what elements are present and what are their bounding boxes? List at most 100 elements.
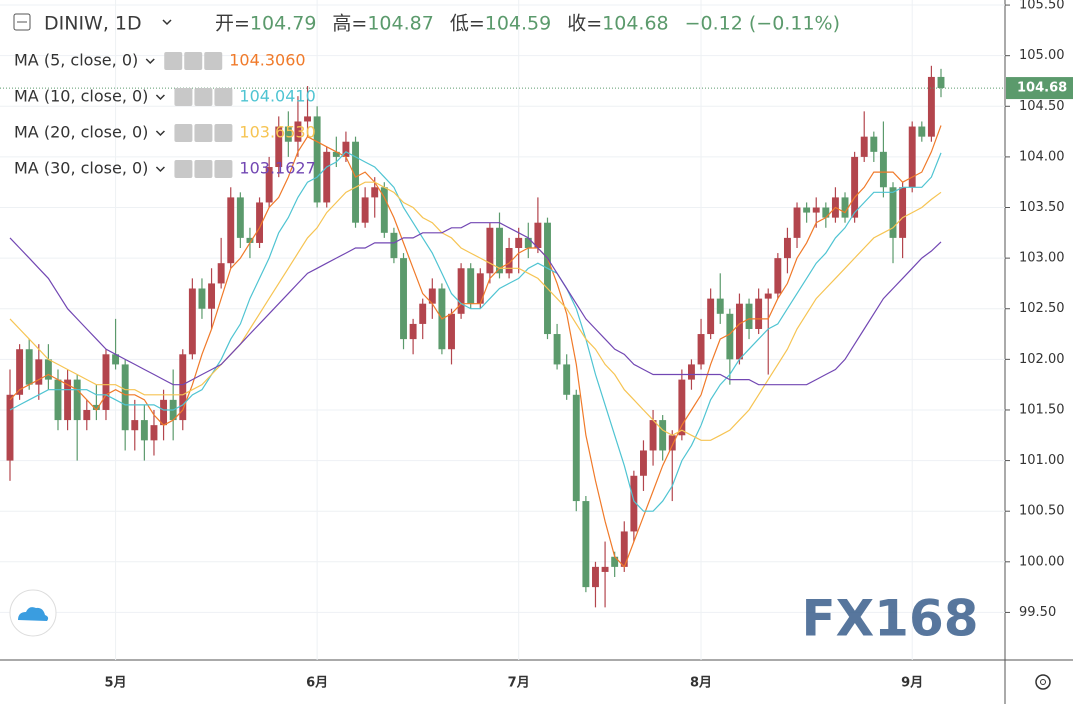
- x-tick-label: 6月: [306, 676, 328, 691]
- y-tick-label: 105.50: [1019, 0, 1065, 13]
- candle-body: [687, 364, 695, 380]
- candle-body: [649, 420, 657, 451]
- candle-body: [361, 197, 369, 223]
- candle-body: [899, 187, 907, 238]
- candle-body: [390, 232, 398, 259]
- candle-body: [236, 197, 244, 238]
- legend-close-button[interactable]: [214, 124, 233, 142]
- candle-body: [179, 354, 187, 421]
- legend-value: 104.0410: [239, 87, 315, 106]
- candle-body: [313, 116, 321, 203]
- ma-line: [9, 222, 942, 386]
- candle-body: [467, 268, 475, 304]
- logo[interactable]: [9, 589, 57, 637]
- candle-body: [121, 364, 129, 431]
- ma-line: [9, 151, 942, 512]
- candle-body: [553, 334, 561, 365]
- candle-body: [323, 151, 331, 203]
- candle-body: [227, 197, 235, 264]
- collapse-icon[interactable]: [13, 13, 31, 31]
- x-tick-label: 5月: [105, 676, 127, 691]
- candle-body: [198, 288, 206, 309]
- legend: MA (5, close, 0) 104.3060 MA (10, close, 0…: [14, 51, 316, 178]
- legend-eye-button[interactable]: [174, 160, 193, 178]
- legend-close-button[interactable]: [214, 88, 233, 106]
- candle-body: [505, 248, 513, 274]
- candle-body: [544, 222, 551, 335]
- candle-body: [486, 227, 494, 274]
- y-tick-label: 104.50: [1019, 99, 1065, 114]
- candle-body: [304, 116, 311, 122]
- candle-body: [889, 187, 897, 238]
- candle-body: [102, 354, 110, 410]
- y-tick-label: 100.00: [1019, 554, 1065, 569]
- legend-label: MA (5, close, 0): [14, 51, 138, 70]
- y-tick-label: 102.50: [1019, 301, 1065, 316]
- ohlc-value: 104.87: [367, 13, 433, 35]
- candle-body: [783, 237, 791, 259]
- legend-label: MA (10, close, 0): [14, 87, 148, 106]
- ohlc-header: 开= 104.79 高= 104.87 低= 104.59 收= 104.68 −0.12 (−…: [215, 13, 840, 35]
- candle-body: [16, 349, 24, 395]
- legend-chevron: [145, 58, 155, 65]
- y-tick-label: 105.00: [1019, 48, 1065, 63]
- candle-body: [774, 258, 782, 294]
- ohlc-value: 104.79: [250, 13, 316, 35]
- candle-body: [92, 404, 100, 410]
- ohlc-value: 104.59: [485, 13, 551, 35]
- legend-close-button[interactable]: [204, 52, 223, 70]
- legend-gear-button[interactable]: [194, 160, 213, 178]
- legend-eye-button[interactable]: [164, 52, 183, 70]
- candle-body: [352, 141, 359, 223]
- legend-eye-button[interactable]: [174, 88, 193, 106]
- candle-body: [284, 126, 292, 142]
- candle-body: [83, 409, 91, 421]
- candle-body: [803, 207, 811, 213]
- candle-body: [265, 167, 273, 203]
- candle-body: [534, 222, 542, 249]
- ohlc-value: 104.68: [602, 13, 668, 35]
- candle-body: [131, 420, 139, 431]
- candle-body: [73, 379, 81, 421]
- candle-body: [572, 394, 580, 502]
- candle-body: [428, 288, 436, 304]
- candle-body: [188, 288, 196, 355]
- candle-body: [735, 303, 743, 360]
- ohlc-label: 高=: [332, 13, 367, 35]
- y-tick-label: 103.50: [1019, 200, 1065, 215]
- chevron[interactable]: [162, 19, 172, 26]
- legend-close-button[interactable]: [214, 160, 233, 178]
- candle-body: [620, 531, 628, 567]
- candle-body: [371, 187, 379, 198]
- candle-body: [400, 258, 407, 340]
- legend-gear-button[interactable]: [194, 88, 213, 106]
- legend-eye-button[interactable]: [174, 124, 193, 142]
- legend-chevron: [155, 94, 165, 101]
- legend-chevron: [155, 166, 165, 173]
- y-tick-label: 99.50: [1019, 605, 1056, 620]
- candle-body: [332, 151, 340, 157]
- candle-body: [793, 207, 801, 238]
- legend-chevron: [155, 130, 165, 137]
- candle-body: [659, 420, 667, 451]
- candle-body: [6, 394, 14, 461]
- candle-body: [668, 435, 676, 451]
- candle-body: [256, 202, 264, 243]
- x-tick-label: 9月: [901, 676, 923, 691]
- candle-body: [64, 379, 72, 421]
- candle-body: [112, 354, 120, 365]
- candle-body: [592, 566, 599, 588]
- candle-body: [150, 425, 158, 441]
- candle-body: [640, 450, 647, 476]
- ohlc-label: 低=: [450, 13, 485, 35]
- candle-body: [294, 121, 302, 142]
- last-price-box: [1006, 77, 1073, 100]
- legend-gear-button[interactable]: [194, 124, 213, 142]
- y-tick-label: 104.00: [1019, 149, 1065, 164]
- legend-gear-button[interactable]: [184, 52, 203, 70]
- candle-body: [448, 313, 455, 350]
- candle-body: [409, 323, 417, 340]
- candle-body: [601, 566, 609, 572]
- settings-icon[interactable]: [1035, 674, 1051, 690]
